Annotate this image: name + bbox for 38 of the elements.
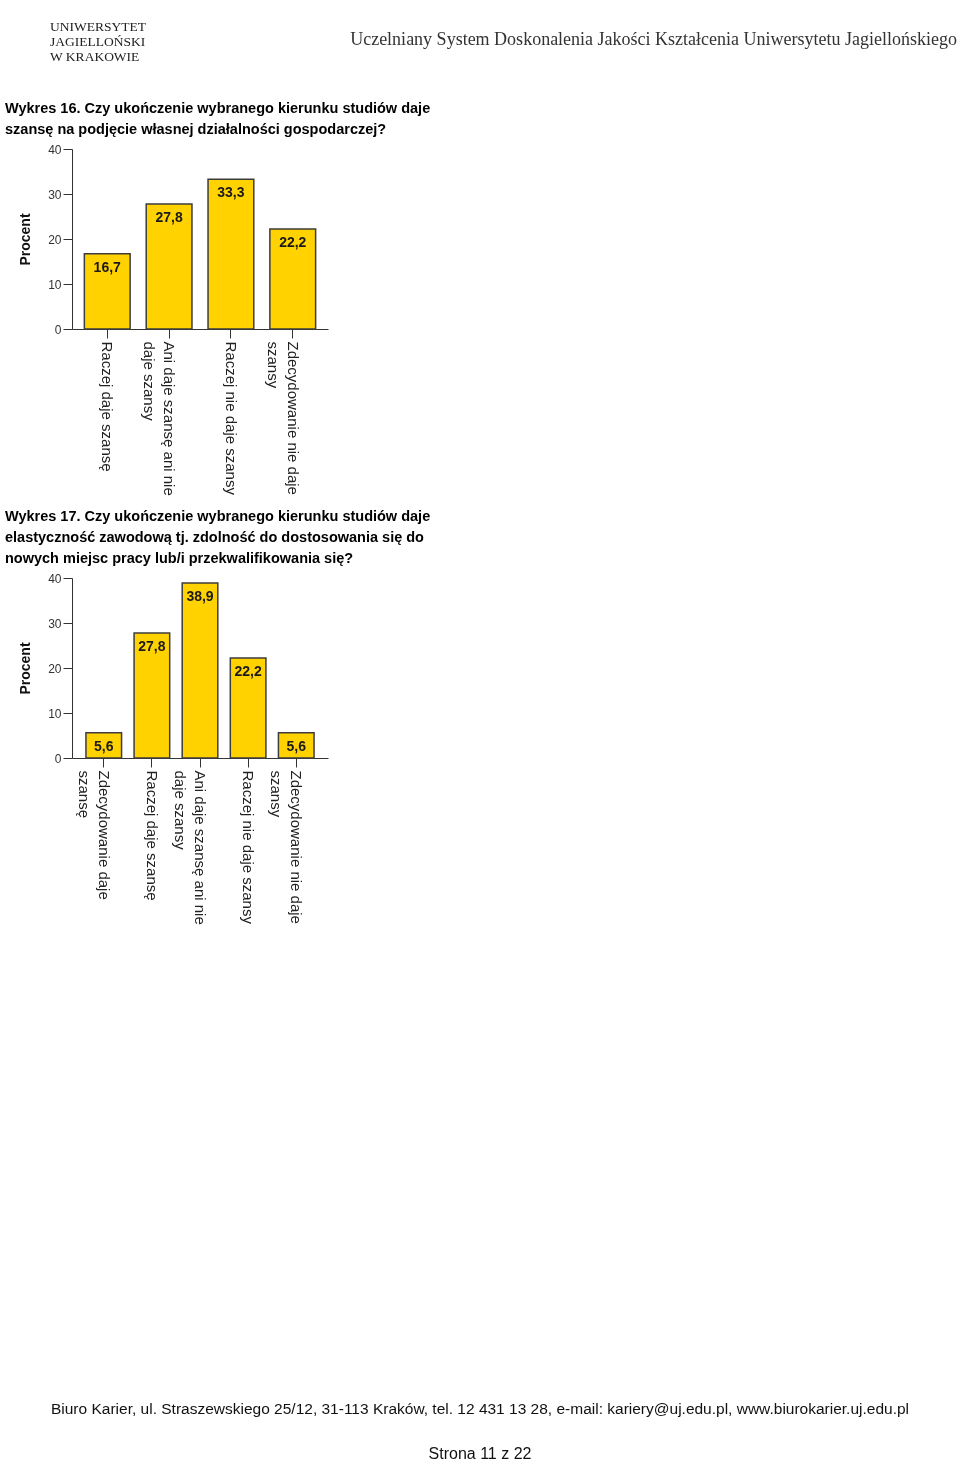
x-tick-label: Zdecydowanie daje szansę (75, 770, 113, 900)
y-axis-title: Procent (16, 642, 33, 695)
text: UNIWERSYTET (50, 19, 147, 34)
y-tick-label: 10 (48, 706, 62, 721)
y-tick-label: 30 (48, 616, 62, 631)
data-label: 5,6 (286, 737, 307, 754)
y-axis-title: Procent (16, 213, 33, 266)
y-tick-label: 10 (48, 277, 62, 292)
x-tick-label: Raczej nie daje szansy (240, 770, 258, 925)
x-tick-label: Zdecydowanie nie daje szansy (268, 770, 306, 924)
x-tick-label: Raczej daje szansę (143, 770, 161, 901)
x-tick-label: Zdecydowanie nie daje szansy (264, 341, 302, 495)
chart-title: Wykres 17. Czy ukończenie wybranego kierunku studiów daje elastyczność zawodową tj. zdolność do dostosowania się do nowych miejsc pracy lub/i przekwalifikowania się? (5, 507, 431, 566)
y-tick-label: 0 (54, 322, 62, 337)
text: JAGIELLOŃSKI (50, 34, 146, 49)
data-label: 27,8 (155, 208, 183, 225)
text: Strona 11 z 22 (428, 1445, 532, 1462)
data-label: 22,2 (279, 234, 307, 251)
text: W KRAKOWIE (50, 49, 140, 64)
x-tick-label: Raczej daje szansę (99, 341, 117, 472)
data-label: 16,7 (93, 258, 122, 275)
data-label: 27,8 (138, 637, 166, 654)
chart-title: Wykres 16. Czy ukończenie wybranego kierunku studiów daje szansę na podjęcie własnej działalności gospodarczej? (5, 99, 431, 137)
y-tick-label: 20 (48, 661, 62, 676)
y-tick-label: 40 (48, 571, 62, 586)
y-tick-label: 40 (48, 142, 62, 157)
x-tick-label: Ani daje szansę ani nie daje szansy (141, 341, 179, 496)
x-tick-label: Raczej nie daje szansy (222, 341, 240, 496)
data-label: 22,2 (234, 663, 262, 680)
data-label: 33,3 (217, 184, 245, 201)
y-tick-label: 30 (48, 187, 62, 202)
text: Biuro Karier, ul. Straszewskiego 25/12, 31-113 Kraków, tel. 12 431 13 28, e-mail: kariery@uj.edu.pl, www.biurokarier.uj.edu.pl (50, 1400, 910, 1417)
data-label: 38,9 (186, 587, 214, 604)
y-tick-label: 20 (48, 232, 62, 247)
y-tick-label: 0 (54, 751, 62, 766)
text: Uczelniany System Doskonalenia Jakości Kształcenia Uniwersytetu Jagiellońskiego (350, 29, 957, 49)
x-tick-label: Ani daje szansę ani nie daje szansy (172, 770, 209, 925)
data-label: 5,6 (94, 737, 114, 754)
